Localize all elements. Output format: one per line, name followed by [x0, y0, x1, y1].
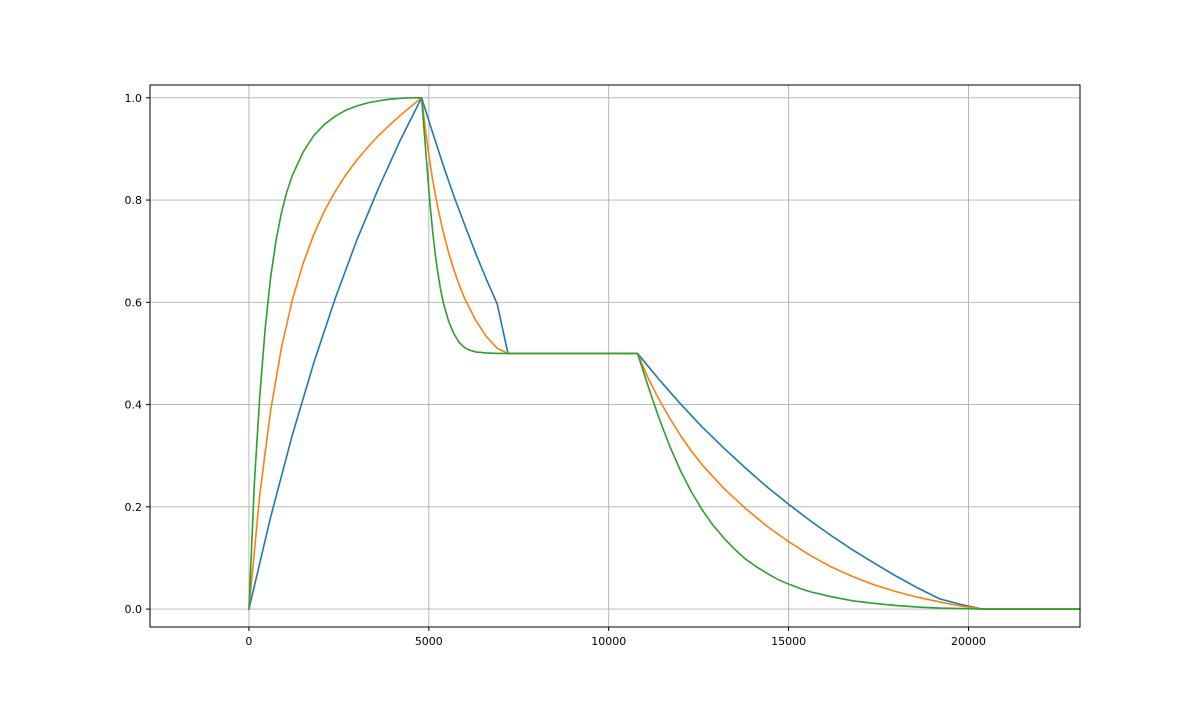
x-tick-label: 0 — [245, 635, 252, 648]
series-line-2 — [248, 96, 1081, 610]
x-tick-label: 5000 — [415, 635, 443, 648]
plot-frame — [149, 84, 1081, 628]
y-tick-label: 0.0 — [125, 603, 143, 616]
y-tick-label: 0.6 — [125, 296, 143, 309]
series-line-1 — [248, 96, 1081, 610]
y-tick-label: 1.0 — [125, 92, 143, 105]
x-tick-label: 15000 — [771, 635, 806, 648]
x-tick-label: 10000 — [591, 635, 626, 648]
series-layer — [248, 96, 1081, 610]
x-tick-label: 20000 — [951, 635, 986, 648]
y-tick-label: 0.8 — [125, 194, 143, 207]
ticks-layer — [146, 97, 969, 631]
series-line-3 — [248, 96, 1081, 610]
y-tick-label: 0.4 — [125, 399, 143, 412]
y-tick-label: 0.2 — [125, 501, 143, 514]
grid-layer — [150, 85, 1080, 627]
tick-labels-layer: 0 5000 10000 15000 20000 0.0 0.2 0.4 0.6 0.8 1.0 — [125, 92, 986, 648]
